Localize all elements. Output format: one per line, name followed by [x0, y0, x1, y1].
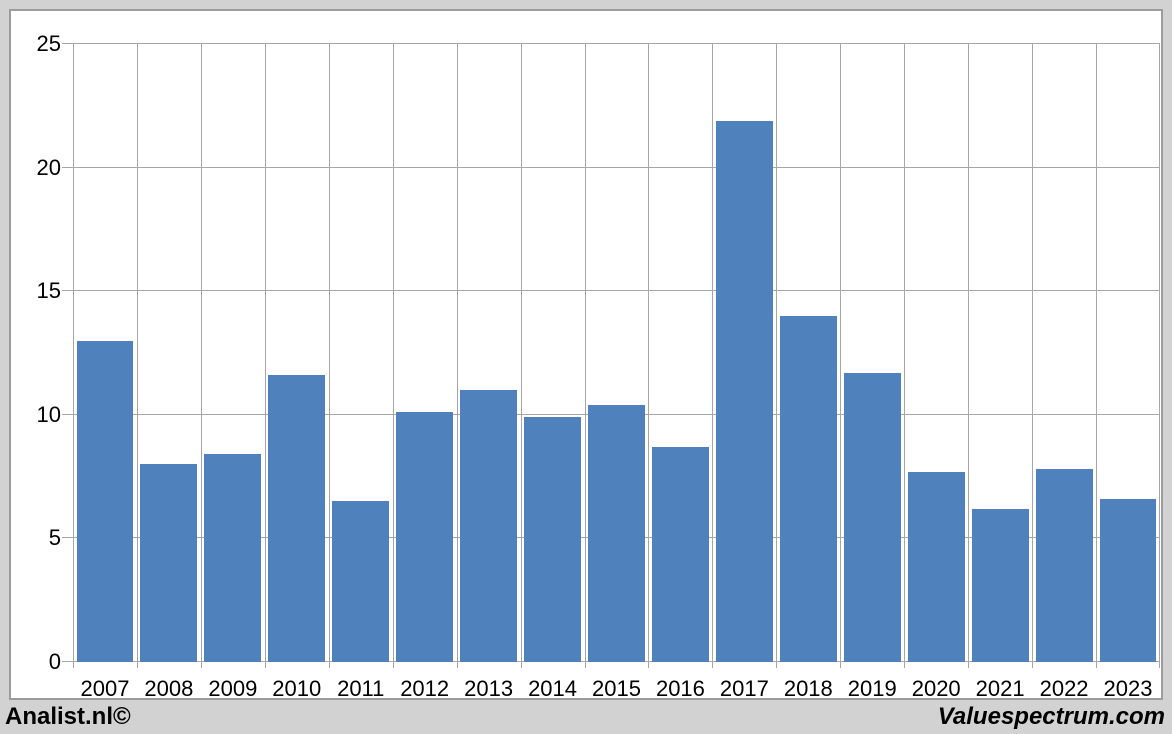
- bar-2023: [1099, 498, 1157, 662]
- x-axis-label-2008: 2008: [144, 676, 194, 701]
- footer-right-brand: Valuespectrum.com: [937, 703, 1165, 730]
- x-axis-tick: [776, 662, 777, 668]
- x-axis-label-2011: 2011: [337, 676, 385, 701]
- x-axis-tick: [73, 662, 74, 668]
- bar-2008: [140, 464, 198, 662]
- vertical-gridline: [521, 44, 522, 662]
- x-axis-tick: [1159, 662, 1160, 668]
- x-axis-label-2012: 2012: [400, 676, 450, 701]
- vertical-gridline: [904, 44, 905, 662]
- vertical-gridline: [201, 44, 202, 662]
- y-axis-tick-0: [62, 661, 73, 662]
- vertical-gridline: [1096, 44, 1097, 662]
- x-axis-tick: [201, 662, 202, 668]
- vertical-gridline: [648, 44, 649, 662]
- x-axis-tick: [840, 662, 841, 668]
- vertical-gridline: [265, 44, 266, 662]
- x-axis-tick: [904, 662, 905, 668]
- y-axis-tick-25: [62, 43, 73, 44]
- footer-left-brand: Analist.nl©: [5, 703, 131, 730]
- x-axis-label-2007: 2007: [80, 676, 130, 701]
- x-axis-label-2015: 2015: [592, 676, 641, 701]
- bar-2022: [1035, 469, 1093, 662]
- x-axis-tick: [1032, 662, 1033, 668]
- y-axis-line: [73, 44, 74, 662]
- bar-2021: [971, 508, 1029, 662]
- horizontal-gridline-15: [73, 290, 1160, 292]
- x-axis-tick: [968, 662, 969, 668]
- x-axis-tick: [585, 662, 586, 668]
- x-axis-label-2014: 2014: [528, 676, 578, 701]
- bar-2011: [332, 501, 390, 662]
- x-axis-tick: [393, 662, 394, 668]
- y-axis-label-25: 25: [36, 31, 61, 56]
- x-axis-label-2019: 2019: [847, 676, 897, 701]
- y-axis-tick-15: [62, 290, 73, 292]
- vertical-gridline: [329, 44, 330, 662]
- y-axis-tick-10: [62, 413, 73, 415]
- vertical-gridline: [137, 44, 138, 662]
- vertical-gridline: [712, 44, 713, 662]
- x-axis-label-2010: 2010: [272, 676, 322, 701]
- y-axis-label-20: 20: [36, 154, 61, 180]
- vertical-gridline: [776, 44, 777, 662]
- x-axis-label-2023: 2023: [1103, 676, 1153, 701]
- x-axis-label-2016: 2016: [655, 676, 705, 701]
- bar-2012: [396, 412, 454, 662]
- bar-2017: [715, 120, 773, 662]
- plot-area: 0 5 10 15 20 25 2007 2008 2009 2010 2011 2012 2013 20…: [37, 31, 1160, 701]
- y-axis-tick-20: [62, 166, 73, 168]
- y-axis-tick-5: [62, 537, 73, 539]
- y-axis-label-15: 15: [36, 278, 61, 304]
- vertical-gridline: [585, 44, 586, 662]
- x-axis-tick: [1096, 662, 1097, 668]
- x-axis-tick: [329, 662, 330, 668]
- x-axis-tick: [265, 662, 266, 668]
- vertical-gridline: [840, 44, 841, 662]
- bar-2010: [268, 375, 326, 662]
- y-axis-label-10: 10: [36, 401, 61, 427]
- x-axis-label-2022: 2022: [1039, 676, 1089, 701]
- horizontal-gridline-25: [73, 43, 1160, 44]
- bar-2016: [651, 446, 709, 662]
- x-axis-tick: [137, 662, 138, 668]
- x-axis-tick: [457, 662, 458, 668]
- x-axis-tick: [648, 662, 649, 668]
- x-axis-label-2017: 2017: [719, 676, 769, 701]
- horizontal-gridline-20: [73, 166, 1160, 168]
- vertical-gridline: [1032, 44, 1033, 662]
- x-axis-tick: [712, 662, 713, 668]
- x-axis-label-2020: 2020: [911, 676, 961, 701]
- vertical-gridline: [393, 44, 394, 662]
- bar-2014: [524, 417, 582, 662]
- vertical-gridline: [457, 44, 458, 662]
- bar-2007: [76, 340, 134, 662]
- x-axis-label-2018: 2018: [783, 676, 833, 701]
- chart-panel: 0 5 10 15 20 25 2007 2008 2009 2010 2011 2012 2013 20…: [9, 9, 1163, 701]
- x-axis-label-2013: 2013: [464, 676, 514, 701]
- x-axis-tick: [521, 662, 522, 668]
- vertical-gridline: [1159, 44, 1160, 662]
- bar-2015: [588, 404, 645, 662]
- bar-2020: [907, 471, 965, 662]
- bar-2018: [779, 315, 837, 662]
- y-axis-label-5: 5: [48, 525, 61, 551]
- bar-2019: [843, 372, 901, 662]
- x-axis-label-2021: 2021: [975, 676, 1025, 701]
- bar-2009: [204, 454, 262, 662]
- vertical-gridline: [968, 44, 969, 662]
- x-axis-label-2009: 2009: [208, 676, 258, 701]
- y-axis-label-0: 0: [48, 649, 61, 674]
- bar-2013: [460, 390, 518, 662]
